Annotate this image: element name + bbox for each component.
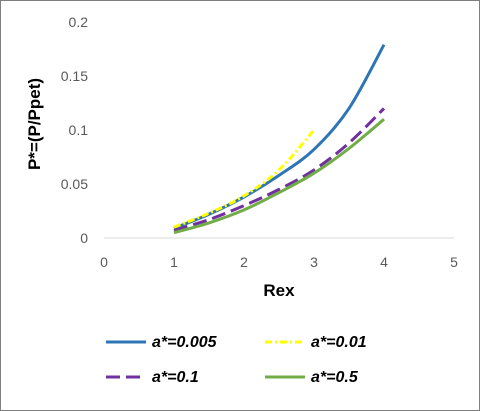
y-tick-label: 0.1 — [69, 122, 89, 138]
legend-label-1: a*=0.01 — [311, 334, 367, 351]
series-line-1 — [173, 129, 316, 229]
series-lines — [173, 43, 386, 235]
x-tick-label: 4 — [380, 254, 388, 270]
y-tick-label: 0.05 — [61, 176, 88, 192]
x-tick-label: 2 — [240, 254, 248, 270]
legend-label-3: a*=0.5 — [311, 369, 359, 386]
series-line-0 — [173, 43, 386, 230]
series-line-3 — [173, 118, 385, 235]
legend-label-2: a*=0.1 — [152, 369, 199, 386]
y-tick-label: 0.15 — [61, 68, 88, 84]
x-tick-label: 1 — [170, 254, 178, 270]
x-tick-label: 5 — [450, 254, 458, 270]
legend: a*=0.005 a*=0.01 a*=0.1 a*=0.5 — [106, 334, 367, 386]
legend-label-0: a*=0.005 — [152, 334, 218, 351]
x-tick-label: 3 — [310, 254, 318, 270]
x-tick-labels: 0 1 2 3 4 5 — [100, 254, 458, 270]
y-tick-label: 0.2 — [69, 14, 89, 30]
y-tick-labels: 0 0.05 0.1 0.15 0.2 — [61, 14, 88, 246]
y-axis-title: P*=(P/Ppet) — [25, 78, 44, 170]
y-tick-label: 0 — [80, 230, 88, 246]
x-tick-label: 0 — [100, 254, 108, 270]
series-line-2 — [173, 107, 386, 232]
x-axis-title: Rex — [263, 281, 295, 300]
